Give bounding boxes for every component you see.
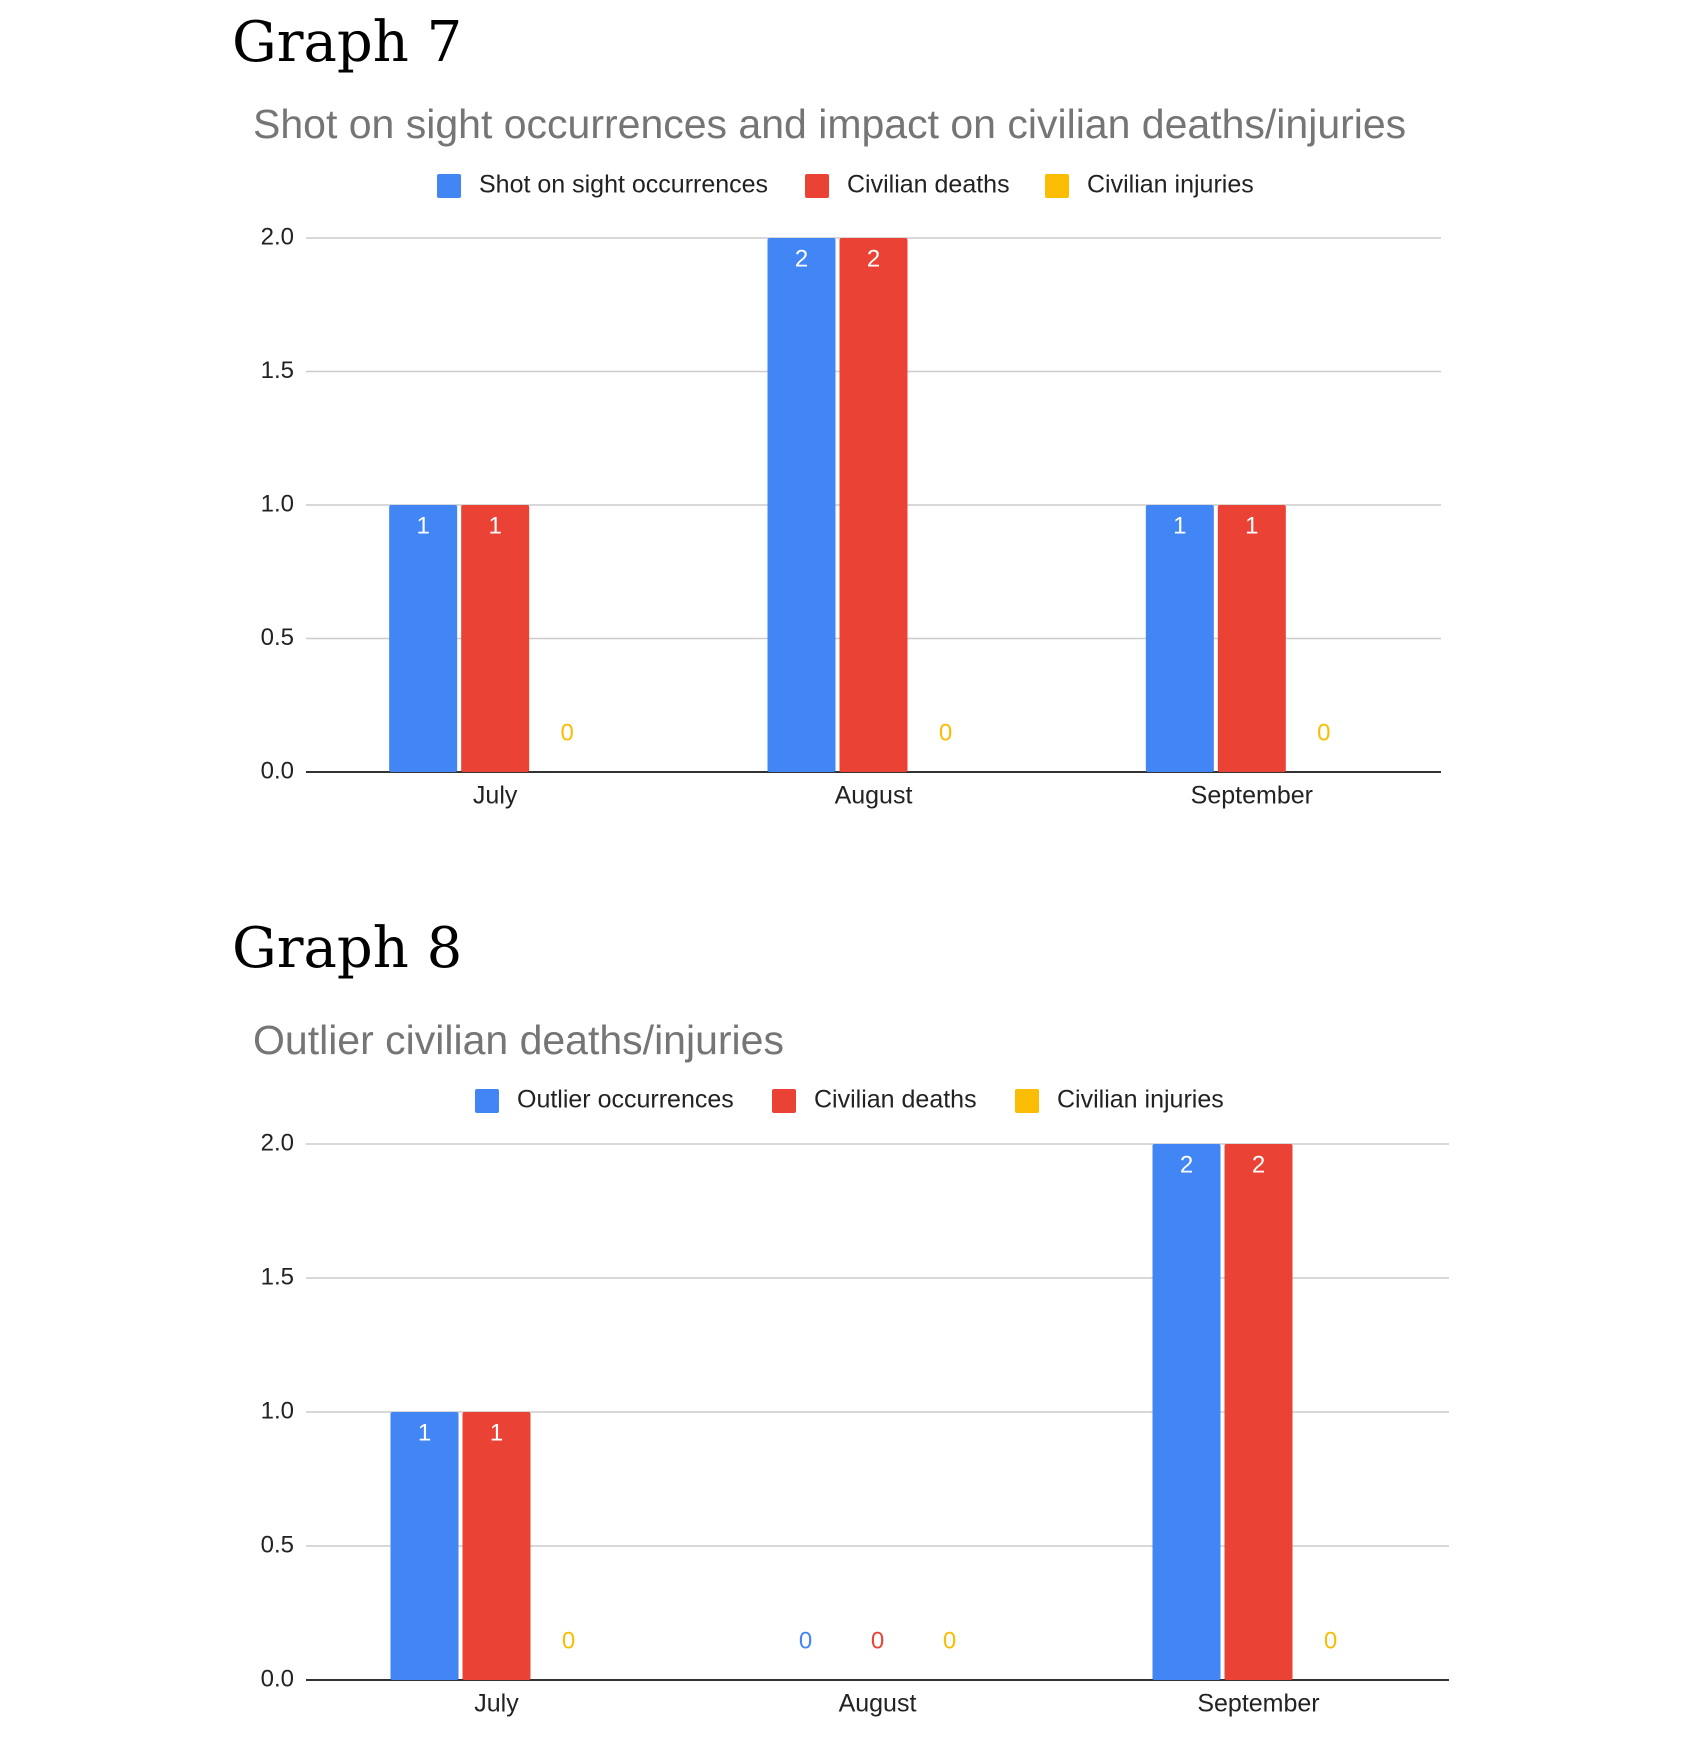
legend-swatch [1015,1089,1039,1113]
data-label: 0 [871,1627,884,1654]
bar [389,505,458,772]
bar [1224,1144,1293,1680]
chart-title: Outlier civilian deaths/injuries [253,1017,784,1063]
data-label: 1 [416,512,429,539]
bar [839,238,908,772]
legend-swatch [805,174,829,198]
data-label: 0 [1324,1627,1337,1654]
y-tick-label: 0.5 [261,624,294,651]
data-label: 0 [562,1627,575,1654]
y-tick-label: 0.0 [261,757,294,784]
y-tick-label: 2.0 [261,223,294,250]
x-tick-label: September [1191,782,1313,810]
y-tick-label: 0.0 [261,1665,294,1692]
legend-label: Shot on sight occurrences [479,171,768,199]
data-label: 1 [418,1419,431,1446]
data-label: 1 [1173,512,1186,539]
chart-title: Shot on sight occurrences and impact on … [253,101,1406,147]
data-label: 0 [560,719,573,746]
data-label: 2 [1180,1151,1193,1178]
bar [1145,505,1214,772]
x-tick-label: August [839,1690,917,1717]
data-label: 2 [1252,1151,1265,1178]
bar [462,1412,531,1680]
graph-8-heading: Graph 8 [232,916,463,981]
data-label: 2 [795,245,808,272]
x-tick-label: July [473,782,518,810]
y-tick-label: 1.5 [261,1263,294,1290]
graph-7-heading: Graph 7 [232,10,463,75]
y-tick-label: 1.0 [261,490,294,517]
bar [1217,505,1286,772]
data-label: 0 [799,1627,812,1654]
chart-outlier: Outlier civilian deaths/injuries Outlier … [253,1017,1449,1717]
legend-swatch [1045,174,1069,198]
x-tick-label: September [1197,1690,1319,1717]
data-label: 1 [488,512,501,539]
legend-swatch [437,174,461,198]
chart-shot-on-sight: Shot on sight occurrences and impact on … [253,101,1441,810]
legend-label: Civilian injuries [1057,1086,1224,1114]
data-label: 1 [490,1419,503,1446]
data-label: 1 [1245,512,1258,539]
y-tick-label: 2.0 [261,1129,294,1156]
legend-swatch [475,1089,499,1113]
y-tick-label: 0.5 [261,1531,294,1558]
data-label: 2 [867,245,880,272]
legend-label: Civilian deaths [847,171,1010,199]
bar [461,505,530,772]
legend-label: Civilian deaths [814,1086,977,1114]
legend-swatch [772,1089,796,1113]
y-tick-label: 1.0 [261,1397,294,1424]
data-label: 0 [1317,719,1330,746]
bar [1152,1144,1221,1680]
bar [390,1412,459,1680]
data-label: 0 [939,719,952,746]
legend-label: Outlier occurrences [517,1086,734,1114]
legend-label: Civilian injuries [1087,171,1254,199]
bar [767,238,836,772]
x-tick-label: July [474,1690,519,1717]
y-tick-label: 1.5 [261,357,294,384]
x-tick-label: August [835,782,913,810]
data-label: 0 [943,1627,956,1654]
